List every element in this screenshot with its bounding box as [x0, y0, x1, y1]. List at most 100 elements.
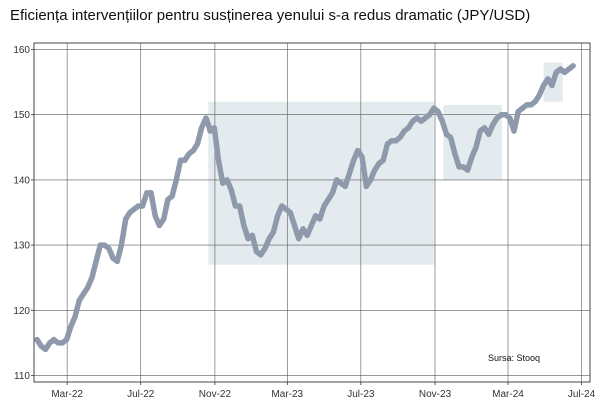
data-point [47, 340, 53, 346]
x-tick-label: Jul-23 [347, 389, 375, 400]
plot-area: 110 120 130 140 150 160 Mar-22 Jul-22 Nov-22 Mar-… [13, 42, 596, 400]
plot-frame [33, 42, 591, 383]
data-point [460, 164, 466, 170]
data-point [68, 324, 74, 330]
shaded-region-1 [208, 101, 435, 265]
data-point [427, 112, 433, 118]
data-point [228, 187, 234, 193]
data-point [313, 213, 319, 219]
data-point [156, 222, 162, 229]
data-point [338, 180, 344, 186]
data-point [532, 99, 538, 105]
data-point [562, 69, 568, 75]
data-point [346, 170, 352, 176]
data-point [131, 206, 137, 212]
data-point [422, 115, 428, 121]
chart-title: Eficiența intervențiilor pentru susținer… [10, 7, 530, 24]
data-point [570, 63, 576, 69]
data-point [342, 183, 348, 189]
data-point [410, 118, 416, 124]
x-tick-label: Nov-22 [199, 389, 232, 400]
data-point [106, 245, 112, 251]
data-point [519, 105, 526, 111]
data-point [275, 213, 281, 219]
data-point [452, 151, 458, 157]
data-point [199, 125, 205, 131]
data-point [266, 236, 272, 242]
data-point [207, 128, 213, 134]
data-point [165, 196, 171, 203]
data-point [169, 193, 175, 199]
y-tick-label: 110 [14, 371, 30, 382]
data-point [465, 167, 471, 173]
data-point [473, 144, 479, 150]
data-point [414, 115, 420, 121]
data-point [283, 206, 289, 212]
data-point [431, 105, 437, 111]
data-point [486, 131, 492, 137]
data-point [308, 222, 314, 229]
data-point [262, 245, 268, 251]
data-point [448, 134, 454, 141]
data-point [507, 115, 513, 121]
data-point [232, 203, 238, 209]
y-tick-label: 160 [13, 45, 30, 56]
data-point [80, 291, 86, 297]
data-point [384, 141, 390, 147]
data-point [300, 226, 306, 232]
data-point [541, 82, 547, 88]
data-point [258, 252, 264, 258]
data-point [515, 108, 521, 115]
data-point [249, 232, 255, 238]
y-tick-label: 140 [13, 175, 30, 186]
data-point [186, 151, 192, 157]
data-point [469, 154, 475, 160]
data-point [393, 138, 399, 144]
data-point [304, 232, 310, 238]
x-tick-label: Jul-24 [568, 389, 596, 400]
data-point [549, 82, 555, 88]
data-point [536, 92, 542, 98]
data-point [329, 190, 336, 196]
source-label: Sursa: Stooq [488, 353, 540, 363]
y-tick-label: 150 [13, 110, 30, 121]
data-point [498, 112, 504, 118]
data-point [215, 157, 222, 163]
data-point [253, 249, 260, 255]
data-point [503, 112, 509, 118]
data-point [321, 203, 327, 209]
data-point [553, 69, 559, 75]
data-point [291, 222, 298, 229]
data-point [127, 209, 133, 216]
data-point [177, 157, 184, 163]
data-point [42, 346, 49, 352]
data-point [38, 343, 44, 349]
x-tick-label: Mar-23 [271, 389, 303, 400]
data-point [351, 157, 357, 163]
data-point [287, 209, 293, 216]
data-point [494, 115, 500, 121]
data-point [85, 284, 91, 291]
y-tick-label: 120 [13, 306, 30, 317]
data-point [528, 102, 534, 108]
data-point [367, 177, 374, 183]
data-point [401, 128, 407, 134]
data-point [380, 157, 386, 163]
data-point [110, 255, 116, 261]
data-point [397, 134, 403, 141]
data-point [173, 177, 179, 183]
data-point [51, 337, 57, 343]
x-tick-label: Nov-23 [419, 389, 452, 400]
x-tick-label: Mar-22 [51, 389, 83, 400]
data-point [237, 203, 243, 209]
y-tick-label: 130 [13, 241, 30, 252]
data-point [355, 148, 361, 154]
data-point [59, 340, 65, 346]
data-point [152, 213, 158, 219]
data-point [34, 337, 40, 343]
data-point [182, 157, 188, 163]
data-point [139, 203, 146, 209]
data-point [190, 148, 196, 154]
data-point [203, 115, 209, 121]
data-point [114, 258, 120, 264]
